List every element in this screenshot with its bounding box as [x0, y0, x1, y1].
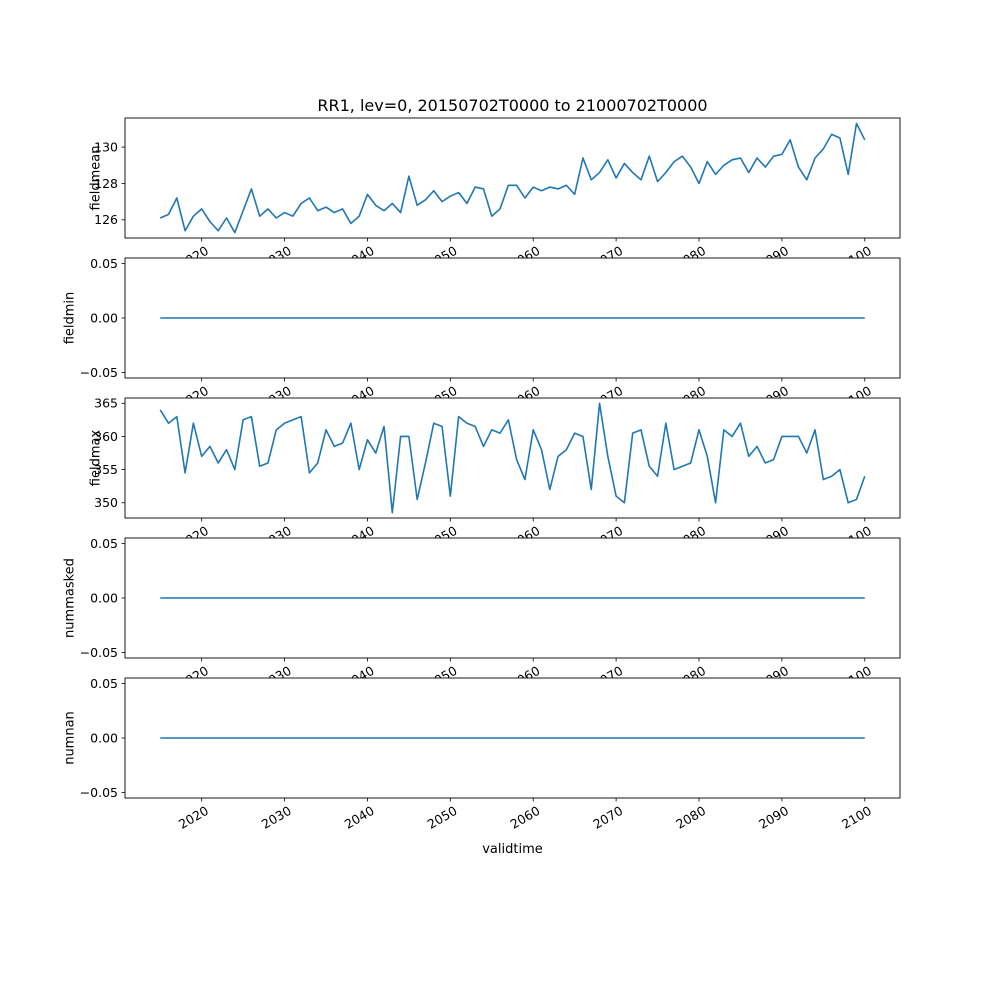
y-tick-label: −0.05: [80, 365, 118, 380]
y-tick-label: 0.05: [90, 536, 118, 551]
y-tick-label: 0.00: [90, 590, 118, 605]
subplot-numnan: −0.05 0.00 0.05 2020 2030 2040 2050 2060 2070 208…: [80, 676, 901, 832]
series-line-fieldmean: [159, 122, 866, 234]
y-tick-label: 365: [94, 396, 118, 411]
axes-spines: [124, 397, 901, 519]
x-tick-label: 2040: [342, 803, 377, 832]
axes-spines: [124, 677, 901, 799]
y-tick-label: 128: [94, 176, 118, 191]
axes-background: [125, 398, 900, 518]
x-tick-label: 2020: [176, 803, 211, 832]
y-tick-label: 355: [94, 462, 118, 477]
y-tick-label: 130: [94, 139, 118, 154]
chart-title: RR1, lev=0, 20150702T0000 to 21000702T00…: [317, 96, 708, 115]
y-tick-label: −0.05: [80, 785, 118, 800]
xlabel: validtime: [482, 842, 543, 857]
ylabel-fieldmean: fieldmean: [88, 145, 104, 211]
x-tick-label: 2050: [425, 803, 460, 832]
y-tick-label: 0.05: [90, 676, 118, 691]
y-tick-label: 126: [94, 212, 118, 227]
ylabel-numnan: numnan: [62, 711, 78, 765]
x-tick-label: 2070: [590, 803, 625, 832]
x-tick-label: 2090: [756, 803, 791, 832]
y-tick-label: 0.00: [90, 310, 118, 325]
x-tick-label: 2080: [673, 803, 708, 832]
y-tick-label: −0.05: [80, 645, 118, 660]
x-tick-label: 2060: [507, 803, 542, 832]
ylabel-fieldmin: fieldmin: [62, 291, 78, 345]
axes-spines: [124, 117, 901, 239]
y-tick-label: 0.00: [90, 730, 118, 745]
axes-spines: [124, 537, 901, 659]
x-tick-label: 2100: [839, 803, 874, 832]
ylabel-nummasked: nummasked: [62, 558, 78, 638]
x-tick-label: 2030: [259, 803, 294, 832]
y-tick-label: 360: [94, 429, 118, 444]
axes-spines: [124, 257, 901, 379]
series-line-fieldmax: [159, 402, 866, 514]
axes-background: [125, 118, 900, 238]
y-tick-label: 350: [94, 495, 118, 510]
ylabel-fieldmax: fieldmax: [88, 429, 104, 487]
y-tick-label: 0.05: [90, 256, 118, 271]
